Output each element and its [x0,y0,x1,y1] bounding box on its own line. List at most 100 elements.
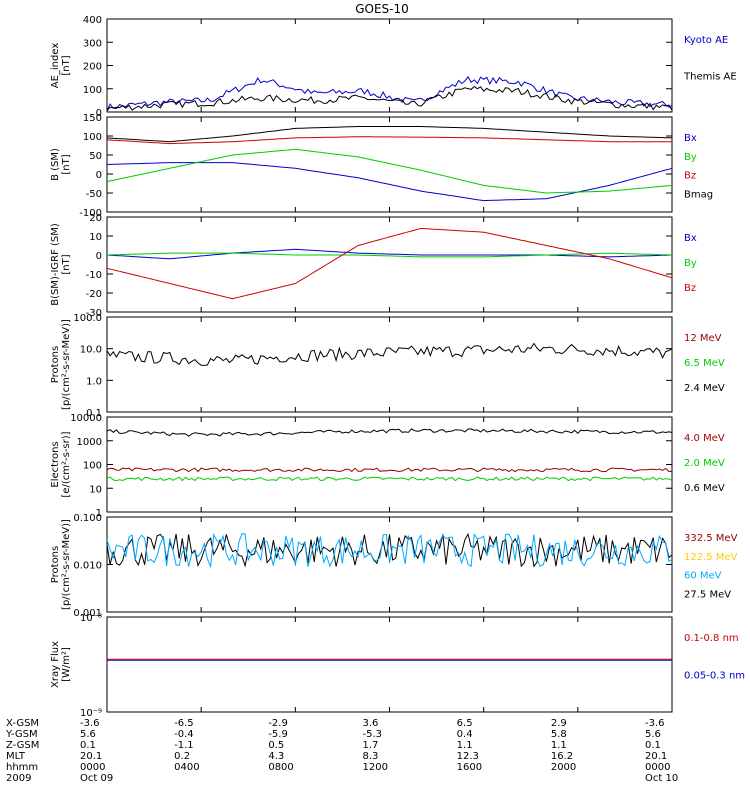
x-column-value: 0.1 [80,740,96,751]
panel-4: Protons[p/(cm²-s-sr-MeV)] 0.1 1.0 10.0 100.0… [50,313,725,419]
x-column-value: 8.3 [363,751,379,762]
panel-ylabel: Xray Flux[W/m²] [50,641,72,688]
legend-entry: 12 MeV [684,333,722,344]
x-row-label: Z-GSM [6,740,39,751]
y-tick-label: 0.001 [73,608,102,619]
ylabel-line: [nT] [61,154,72,174]
ylabel-line: [nT] [61,55,72,75]
ylabel-line: [p/(cm²-s-sr-MeV)] [61,519,72,610]
legend-entry: 0.6 MeV [684,483,725,494]
y-tick-label: 0 [96,251,102,262]
y-tick-label: -10 [86,270,102,281]
x-column-value: -3.6 [80,718,100,729]
x-column-value: Oct 09 [80,773,113,784]
panel-frame [106,516,673,613]
x-column-value: 1600 [457,762,482,773]
y-tick-label: 0 [96,170,102,181]
series-line [106,476,673,482]
panel-frame [106,18,673,113]
y-tick-label: 10 [89,484,102,495]
y-tick-label: -20 [86,289,102,300]
plot-title: GOES-10 [355,2,409,16]
panel-frame [106,616,673,713]
x-column-value: -2.9 [268,718,288,729]
ylabel-line: Electrons [50,441,61,487]
x-column-value: 12.3 [457,751,479,762]
x-column-value: -6.5 [174,718,194,729]
panel-ylabel: B(SM)-IGRF (SM)[nT] [50,223,72,306]
x-column-value: -3.6 [645,718,665,729]
ylabel-line: Protons [50,346,61,383]
x-column-value: 16.2 [551,751,573,762]
series-line [106,227,673,300]
x-column-value: 2.9 [551,718,567,729]
x-column-value: 0800 [268,762,293,773]
series-line [106,85,673,112]
y-tick-label: 200 [83,62,102,73]
series-line [106,533,673,569]
x-column-value: Oct 10 [645,773,678,784]
legend-entry: Kyoto AE [684,35,728,46]
y-tick-label: 10000 [70,413,102,424]
y-tick-label: 100 [83,85,102,96]
x-column-value: 0.2 [174,751,190,762]
y-tick-label: 10⁻⁸ [80,613,102,624]
x-row-label: MLT [6,751,26,762]
x-column-value: -0.4 [174,729,194,740]
x-row-label: 2009 [6,773,31,784]
series-line [106,136,672,145]
y-tick-label: 300 [83,38,102,49]
ylabel-line: [e/(cm²-s-sr)] [61,431,72,497]
series-line [106,75,673,112]
legend-entry: 0.1-0.8 nm [684,633,739,644]
x-column-value: 1200 [363,762,388,773]
x-column-value: 0.4 [457,729,473,740]
y-tick-label: -30 [86,308,102,319]
legend-entry: Bz [684,283,696,294]
legend-entry: 0.05-0.3 nm [684,671,745,682]
legend-entry: By [684,152,697,163]
y-tick-label: 1000 [77,437,102,448]
x-column-value: 0400 [174,762,199,773]
panel-1: AE_index[nT] 0 100 200 300 400 Kyoto AE Themis … [50,15,737,119]
series-line [106,248,673,260]
y-tick-label: 100 [83,461,102,472]
y-tick-label: 0 [96,108,102,119]
x-column-value: 2000 [551,762,576,773]
panel-7: Xray Flux[W/m²] 10⁻⁹ 10⁻⁸ 0.1-0.8 nm 0.05-0.… [50,613,745,719]
series-line [106,148,673,194]
y-tick-label: 1 [96,508,102,519]
y-tick-label: -100 [79,208,102,219]
x-column-value: 5.8 [551,729,567,740]
panel-ylabel: B (SM)[nT] [50,148,72,181]
y-tick-label: 0.100 [73,513,102,524]
legend-entry: 60 MeV [684,571,722,582]
series-line [106,126,673,143]
series-line [106,162,673,202]
series-line [106,532,673,568]
x-column-value: 20.1 [645,751,667,762]
y-tick-label: 10.0 [80,345,102,356]
y-tick-label: 10 [89,232,102,243]
legend-entry: Themis AE [683,72,737,83]
legend-entry: Bx [684,133,697,144]
legend-entry: Bz [684,171,696,182]
ylabel-line: B (SM) [50,148,61,181]
x-column-value: 0.1 [645,740,661,751]
ylabel-line: Protons [50,546,61,583]
legend-entry: 332.5 MeV [684,533,738,544]
x-column-value: 5.6 [645,729,661,740]
ylabel-line: [W/m²] [61,647,72,682]
ylabel-line: [p/(cm²-s-sr-MeV)] [61,319,72,410]
legend-entry: 27.5 MeV [684,589,731,600]
x-row-label: X-GSM [6,718,39,729]
x-column-value: -1.1 [174,740,194,751]
y-tick-label: 0.1 [86,408,102,419]
panel-frame [106,116,673,213]
ylabel-line: AE_index [50,43,61,89]
panel-2: B (SM)[nT] -100 -50 0 50 100 150 Bx By Bz Bmag [50,113,713,219]
y-tick-label: 1.0 [86,376,102,387]
y-tick-label: 400 [83,15,102,26]
panel-3: B(SM)-IGRF (SM)[nT] -30 -20 -10 0 10 20 Bx By Bz [50,213,697,319]
ylabel-line: B(SM)-IGRF (SM) [50,223,61,306]
